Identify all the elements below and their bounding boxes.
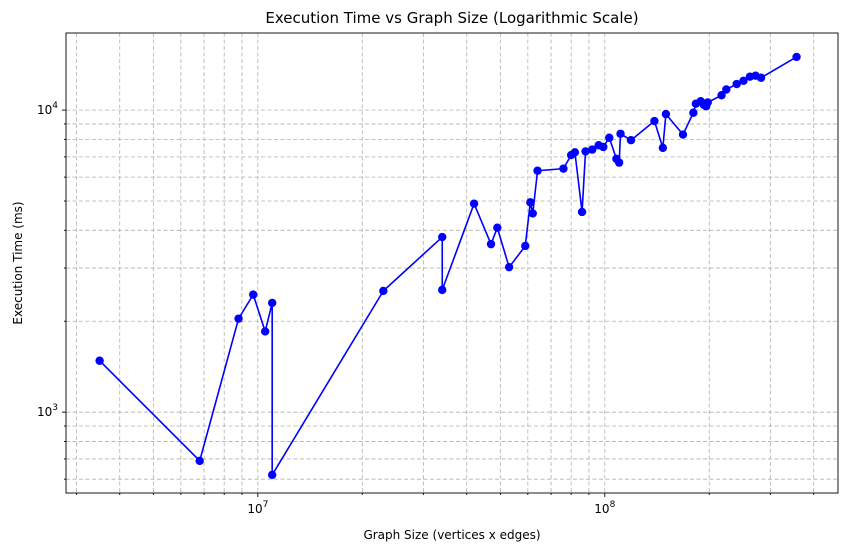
data-point	[195, 456, 204, 466]
chart-title: Execution Time vs Graph Size (Logarithmi…	[265, 9, 638, 27]
data-point	[95, 356, 104, 365]
data-point	[661, 109, 671, 119]
data-point	[267, 298, 277, 308]
plot-frame	[65, 32, 839, 494]
data-point	[756, 73, 766, 82]
data-point	[599, 142, 608, 152]
grid-lines	[66, 33, 838, 493]
data-point	[438, 285, 447, 295]
data-point	[703, 98, 712, 107]
y-tick-label: 104	[37, 101, 58, 117]
data-point	[678, 130, 688, 139]
data-point	[588, 145, 597, 154]
data-point	[581, 147, 590, 156]
data-point	[469, 199, 479, 208]
data-point	[614, 158, 624, 167]
data-point	[379, 286, 388, 296]
data-point	[626, 136, 636, 145]
data-point	[739, 76, 748, 86]
y-tick-label: 103	[37, 403, 58, 419]
data-point	[616, 129, 625, 138]
data-point	[249, 290, 258, 299]
data-series	[95, 52, 801, 480]
data-point	[689, 108, 698, 117]
x-tick-label: 108	[594, 500, 615, 516]
y-axis-label: Execution Time (ms)	[11, 201, 25, 324]
data-point	[577, 207, 587, 217]
axis-tick-labels: 107 108 103 104	[37, 101, 616, 516]
x-tick-label: 107	[247, 500, 268, 516]
data-point	[486, 239, 496, 249]
data-point	[526, 198, 535, 207]
data-point	[605, 133, 614, 142]
x-axis-label: Graph Size (vertices x edges)	[363, 528, 540, 542]
data-point	[722, 85, 731, 94]
data-point	[234, 314, 243, 323]
data-point	[521, 241, 530, 251]
data-point	[792, 52, 801, 62]
data-point	[493, 223, 502, 232]
data-point	[650, 116, 659, 126]
data-point	[570, 148, 580, 157]
data-point	[504, 262, 514, 272]
data-point	[438, 232, 447, 242]
axis-ticks	[62, 109, 815, 497]
data-point	[533, 166, 542, 175]
data-point	[717, 91, 726, 100]
data-point	[260, 327, 270, 336]
data-point	[528, 209, 537, 218]
data-point	[267, 470, 277, 480]
data-point	[732, 79, 741, 89]
data-point	[658, 143, 668, 153]
data-point	[559, 164, 568, 173]
